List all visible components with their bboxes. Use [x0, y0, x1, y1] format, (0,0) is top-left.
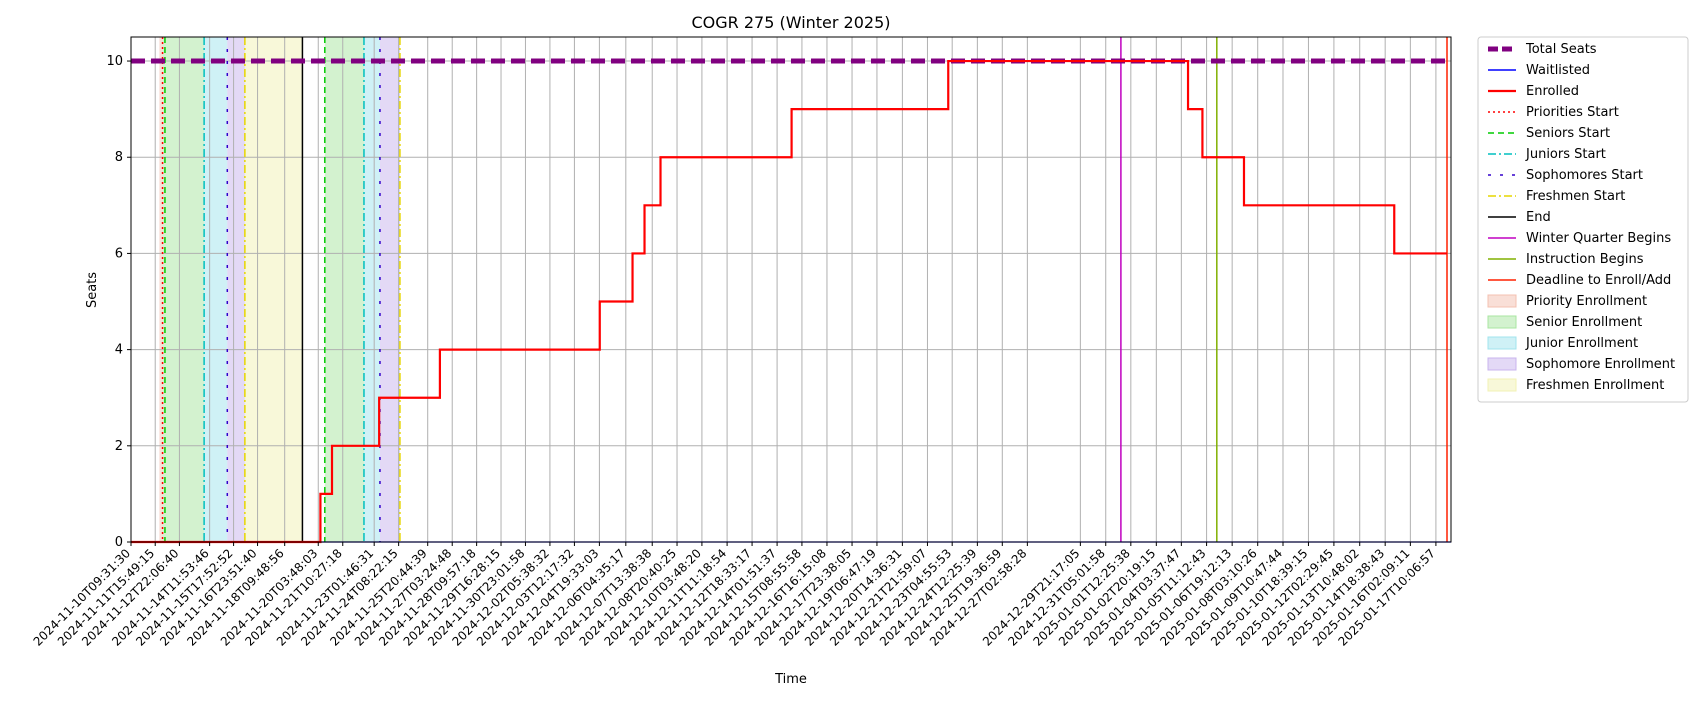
legend-label-priority-enrollment: Priority Enrollment	[1526, 294, 1647, 309]
event-markers	[161, 37, 1448, 542]
legend-label-freshmen-start: Freshmen Start	[1526, 189, 1625, 204]
legend-swatch-junior-enrollment	[1487, 336, 1517, 350]
region-priority-enrollment-0	[159, 37, 163, 542]
region-sophomore-enrollment-0	[227, 37, 245, 542]
legend-label-junior-enrollment: Junior Enrollment	[1525, 336, 1638, 351]
legend-label-senior-enrollment: Senior Enrollment	[1526, 315, 1642, 330]
legend-label-sophomores-start: Sophomores Start	[1526, 168, 1643, 183]
legend-swatch-sophomore-enrollment	[1487, 357, 1517, 371]
legend-swatch-senior-enrollment	[1487, 315, 1517, 329]
legend-label-total-seats: Total Seats	[1525, 42, 1597, 57]
y-tick-label-0: 0	[115, 535, 123, 550]
plot-frame	[130, 36, 1452, 543]
x-axis-ticks: 2024-11-10T09:31:302024-11-11T15:49:1520…	[31, 542, 1438, 649]
region-senior-enrollment-1	[324, 37, 364, 542]
y-tick-label-4: 8	[115, 150, 123, 165]
legend-label-freshmen-enrollment: Freshmen Enrollment	[1526, 378, 1664, 393]
y-tick-label-3: 6	[115, 246, 123, 261]
enrollment-regions	[159, 37, 400, 542]
y-axis-ticks: 0 2 4 6 8 10	[106, 54, 131, 550]
region-freshmen-enrollment-0	[244, 37, 303, 542]
y-tick-label-5: 10	[106, 54, 123, 69]
region-senior-enrollment-0	[162, 37, 205, 542]
legend: Total Seats Waitlisted Enrolled Priorities …	[1477, 36, 1689, 403]
y-axis-label: Seats	[85, 272, 100, 308]
legend-label-deadline-to-enroll-add: Deadline to Enroll/Add	[1526, 273, 1671, 288]
legend-swatch-freshmen-enrollment	[1487, 378, 1517, 392]
legend-label-winter-quarter-begins: Winter Quarter Begins	[1526, 231, 1671, 246]
chart-title: COGR 275 (Winter 2025)	[691, 13, 890, 32]
region-sophomore-enrollment-1	[379, 37, 400, 542]
legend-box	[1477, 36, 1689, 403]
y-tick-label-2: 4	[115, 343, 123, 358]
region-junior-enrollment-0	[204, 37, 228, 542]
legend-label-sophomore-enrollment: Sophomore Enrollment	[1526, 357, 1675, 372]
legend-swatch-priority-enrollment	[1487, 294, 1517, 308]
legend-label-enrolled: Enrolled	[1526, 84, 1579, 99]
legend-label-end: End	[1526, 210, 1551, 225]
legend-label-waitlisted: Waitlisted	[1526, 63, 1590, 78]
legend-label-seniors-start: Seniors Start	[1526, 126, 1610, 141]
region-junior-enrollment-1	[363, 37, 380, 542]
x-axis-label: Time	[774, 672, 807, 687]
series-enrolled	[131, 59, 1447, 544]
legend-label-juniors-start: Juniors Start	[1525, 147, 1606, 162]
legend-label-instruction-begins: Instruction Begins	[1526, 252, 1644, 267]
legend-label-priorities-start: Priorities Start	[1526, 105, 1619, 120]
y-tick-label-1: 2	[115, 439, 123, 454]
